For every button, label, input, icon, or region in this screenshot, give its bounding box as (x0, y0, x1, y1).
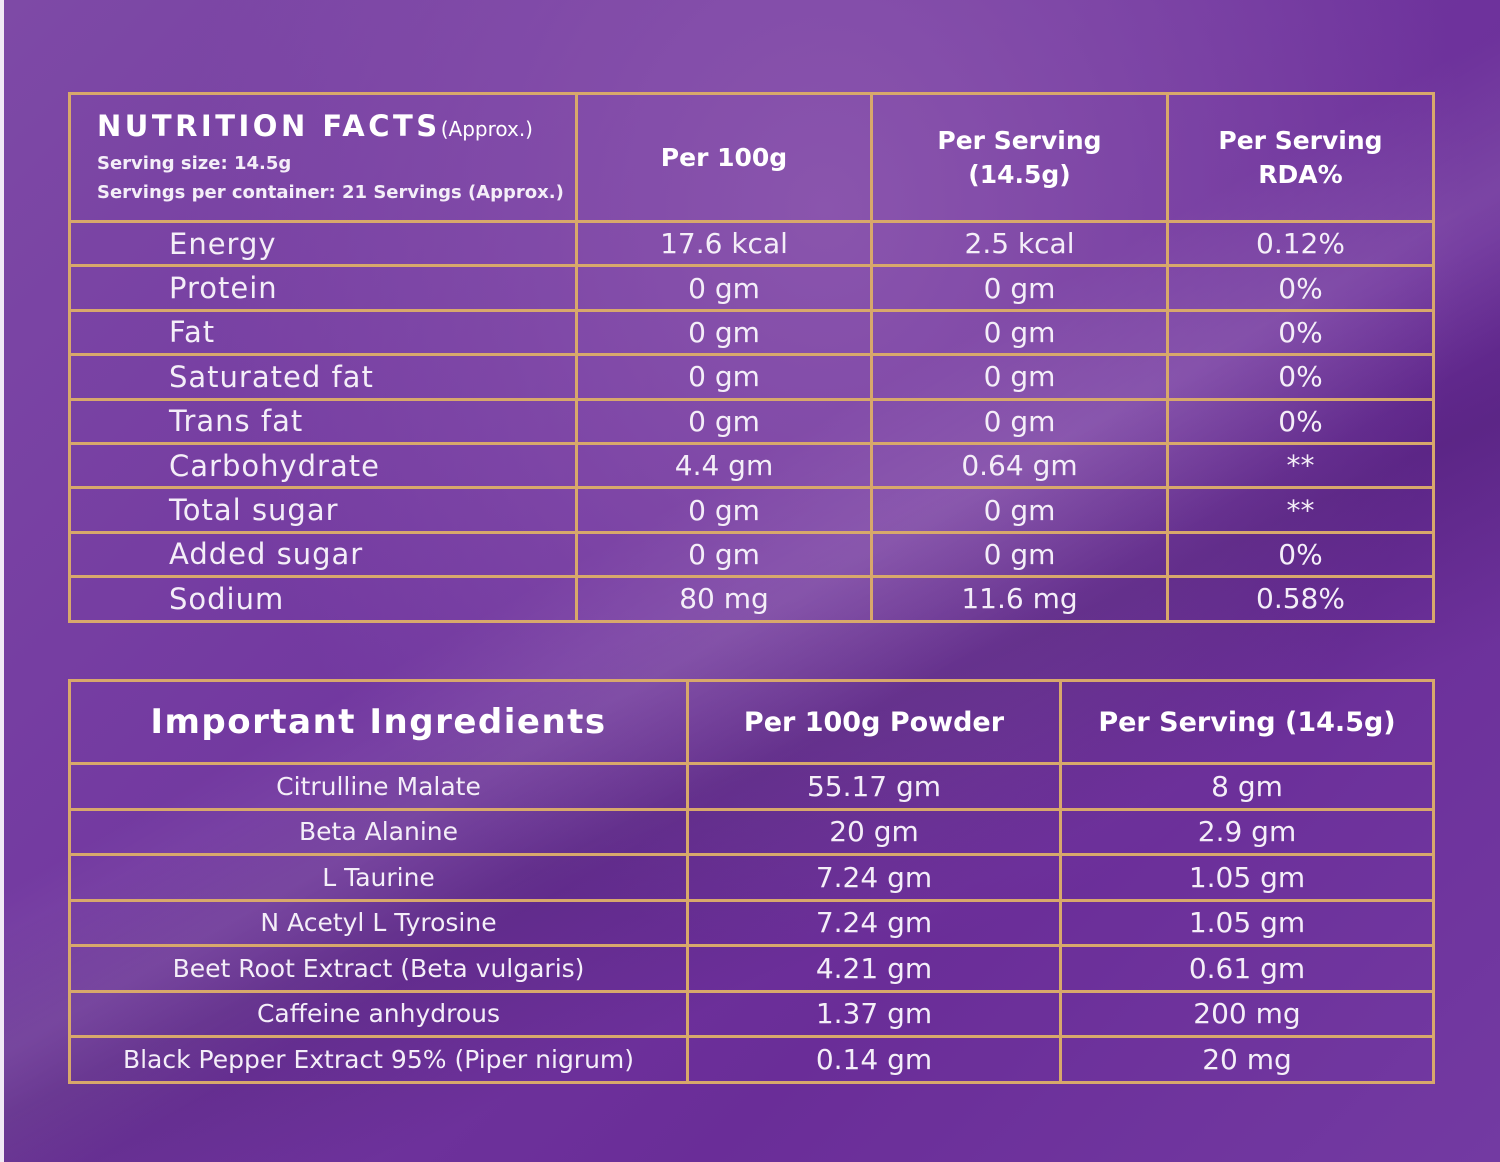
ingredient-per-100g: 20 gm (686, 807, 1062, 856)
nutrient-per-100g: 0 gm (575, 264, 873, 312)
ingredient-per-100g: 7.24 gm (686, 853, 1062, 902)
ingredient-per-100g: 1.37 gm (686, 989, 1062, 1038)
nutrient-per-serving: 11.6 mg (870, 575, 1169, 623)
nutrient-row: Protein 0 gm 0 gm 0% (68, 264, 1435, 312)
column-header-rda: Per Serving RDA% (1166, 92, 1435, 223)
nutrition-body: Energy 17.6 kcal 2.5 kcal 0.12% Protein 0 gm 0… (68, 219, 1435, 623)
ingredient-per-serving: 1.05 gm (1059, 853, 1435, 902)
nutrition-facts-table: NUTRITION FACTS(Approx.) Serving size: 1… (68, 92, 1435, 623)
nutrient-rda: 0% (1166, 264, 1435, 312)
ingredient-name: N Acetyl L Tyrosine (68, 898, 689, 947)
ingredient-row: Beet Root Extract (Beta vulgaris) 4.21 gm… (68, 944, 1435, 993)
nutrient-rda: 0.58% (1166, 575, 1435, 623)
nutrient-name: Fat (68, 308, 578, 357)
nutrient-row: Added sugar 0 gm 0 gm 0% (68, 530, 1435, 579)
servings-per-container: Servings per container: 21 Servings (App… (97, 182, 564, 203)
column-header-per-serving-ingredients: Per Serving (14.5g) (1059, 679, 1435, 765)
column-header-per-serving: Per Serving (14.5g) (870, 92, 1169, 223)
ingredient-row: Caffeine anhydrous 1.37 gm 200 mg (68, 989, 1435, 1038)
column-header-rda-text: Per Serving RDA% (1218, 125, 1383, 189)
ingredient-row: Black Pepper Extract 95% (Piper nigrum) 0… (68, 1035, 1435, 1084)
nutrient-row: Saturated fat 0 gm 0 gm 0% (68, 353, 1435, 401)
ingredient-per-serving: 1.05 gm (1059, 898, 1435, 947)
nutrition-title: NUTRITION FACTS(Approx.) (97, 108, 575, 149)
nutrient-name: Carbohydrate (68, 441, 578, 490)
column-header-per-100g: Per 100g (575, 92, 873, 223)
nutrient-per-serving: 0 gm (870, 486, 1169, 534)
nutrient-row: Total sugar 0 gm 0 gm ** (68, 486, 1435, 534)
nutrient-per-100g: 80 mg (575, 575, 873, 623)
left-edge-strip (0, 0, 4, 1162)
ingredient-row: L Taurine 7.24 gm 1.05 gm (68, 853, 1435, 902)
nutrient-per-100g: 0 gm (575, 530, 873, 579)
ingredient-name: Beet Root Extract (Beta vulgaris) (68, 944, 689, 993)
nutrient-per-100g: 0 gm (575, 397, 873, 445)
nutrient-per-100g: 0 gm (575, 486, 873, 534)
ingredient-per-serving: 2.9 gm (1059, 807, 1435, 856)
nutrient-rda: 0% (1166, 353, 1435, 401)
ingredient-per-100g: 7.24 gm (686, 898, 1062, 947)
ingredient-per-100g: 55.17 gm (686, 762, 1062, 811)
ingredients-body: Citrulline Malate 55.17 gm 8 gm Beta Alanin… (68, 762, 1435, 1084)
nutrient-row: Carbohydrate 4.4 gm 0.64 gm ** (68, 441, 1435, 490)
nutrient-per-serving: 0 gm (870, 264, 1169, 312)
ingredient-name: Beta Alanine (68, 807, 689, 856)
nutrient-per-100g: 4.4 gm (575, 441, 873, 490)
nutrient-row: Fat 0 gm 0 gm 0% (68, 308, 1435, 357)
nutrient-row: Energy 17.6 kcal 2.5 kcal 0.12% (68, 219, 1435, 268)
serving-size: Serving size: 14.5g (97, 153, 292, 174)
nutrient-rda: 0% (1166, 308, 1435, 357)
nutrient-per-100g: 17.6 kcal (575, 219, 873, 268)
nutrient-rda: 0.12% (1166, 219, 1435, 268)
ingredient-per-serving: 20 mg (1059, 1035, 1435, 1084)
nutrient-name: Sodium (68, 575, 578, 623)
ingredient-name: Black Pepper Extract 95% (Piper nigrum) (68, 1035, 689, 1084)
nutrient-name: Added sugar (68, 530, 578, 579)
nutrient-row: Trans fat 0 gm 0 gm 0% (68, 397, 1435, 445)
ingredient-name: Caffeine anhydrous (68, 989, 689, 1038)
ingredient-per-100g: 0.14 gm (686, 1035, 1062, 1084)
nutrient-per-serving: 0 gm (870, 308, 1169, 357)
ingredients-title: Important Ingredients (68, 679, 689, 765)
nutrient-per-100g: 0 gm (575, 353, 873, 401)
nutrient-name: Protein (68, 264, 578, 312)
nutrient-row: Sodium 80 mg 11.6 mg 0.58% (68, 575, 1435, 623)
nutrient-rda: 0% (1166, 530, 1435, 579)
nutrient-name: Saturated fat (68, 353, 578, 401)
nutrient-per-serving: 0 gm (870, 530, 1169, 579)
nutrient-per-serving: 0 gm (870, 397, 1169, 445)
important-ingredients-table: Important Ingredients Per 100g Powder Pe… (68, 679, 1435, 1084)
nutrient-rda: ** (1166, 486, 1435, 534)
ingredient-per-serving: 0.61 gm (1059, 944, 1435, 993)
nutrition-title-main: NUTRITION FACTS (97, 109, 441, 143)
nutrient-name: Energy (68, 219, 578, 268)
nutrient-rda: ** (1166, 441, 1435, 490)
nutrition-header-row: NUTRITION FACTS(Approx.) Serving size: 1… (68, 92, 1435, 223)
nutrient-name: Trans fat (68, 397, 578, 445)
ingredient-row: N Acetyl L Tyrosine 7.24 gm 1.05 gm (68, 898, 1435, 947)
nutrient-per-serving: 0 gm (870, 353, 1169, 401)
column-header-per-100g-powder: Per 100g Powder (686, 679, 1062, 765)
ingredient-name: L Taurine (68, 853, 689, 902)
nutrition-facts-header: NUTRITION FACTS(Approx.) Serving size: 1… (68, 92, 578, 223)
ingredient-per-100g: 4.21 gm (686, 944, 1062, 993)
ingredient-row: Beta Alanine 20 gm 2.9 gm (68, 807, 1435, 856)
ingredient-per-serving: 8 gm (1059, 762, 1435, 811)
nutrient-per-serving: 2.5 kcal (870, 219, 1169, 268)
column-header-per-serving-text: Per Serving (14.5g) (937, 125, 1102, 189)
ingredient-per-serving: 200 mg (1059, 989, 1435, 1038)
nutrient-per-100g: 0 gm (575, 308, 873, 357)
nutrient-name: Total sugar (68, 486, 578, 534)
nutrient-rda: 0% (1166, 397, 1435, 445)
ingredient-name: Citrulline Malate (68, 762, 689, 811)
nutrition-title-note: (Approx.) (440, 117, 533, 141)
nutrient-per-serving: 0.64 gm (870, 441, 1169, 490)
ingredients-header-row: Important Ingredients Per 100g Powder Pe… (68, 679, 1435, 765)
ingredient-row: Citrulline Malate 55.17 gm 8 gm (68, 762, 1435, 811)
